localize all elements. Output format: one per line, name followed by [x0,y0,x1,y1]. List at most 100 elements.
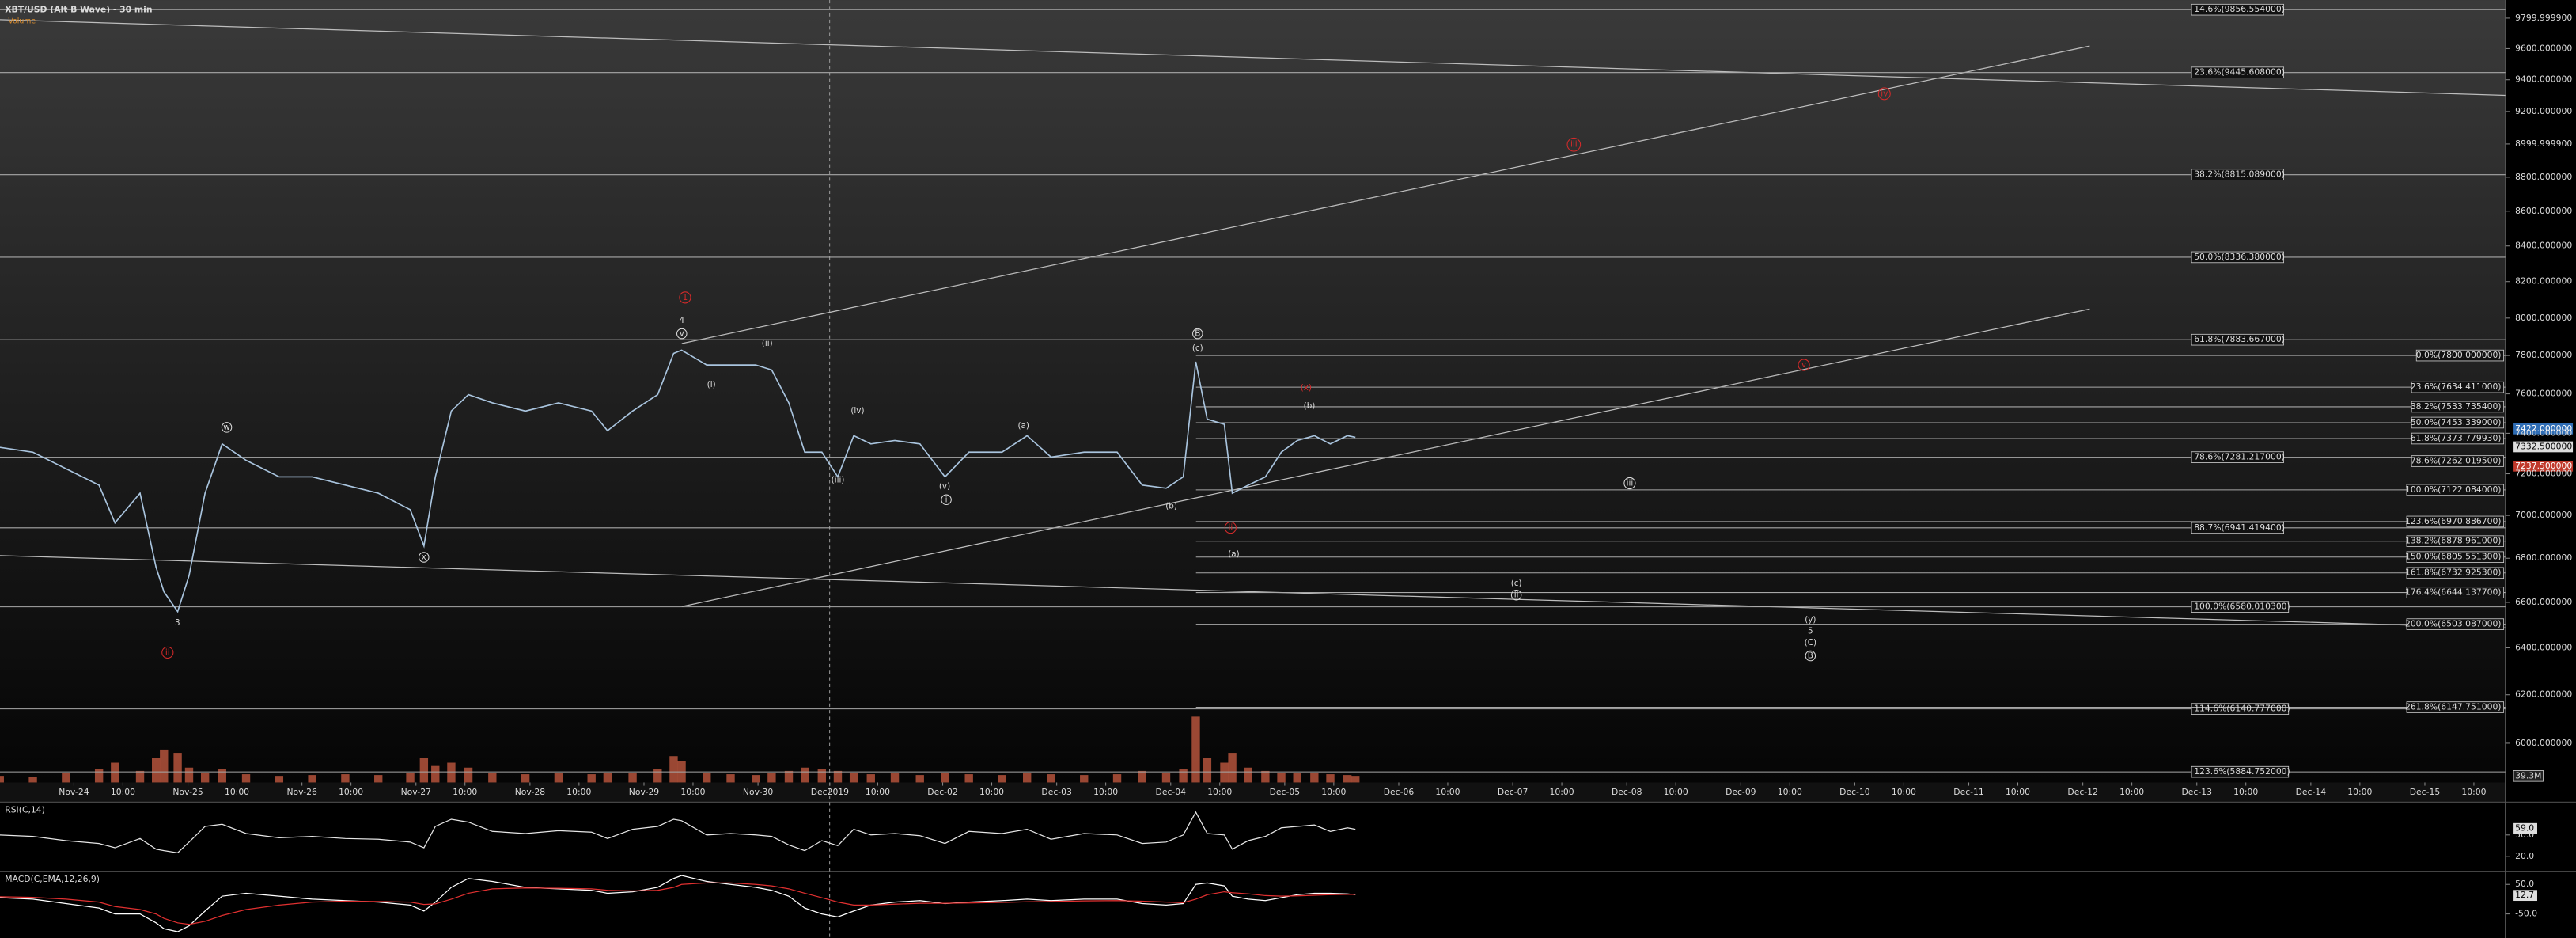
chart-subtitle: Volume [8,17,36,26]
indicator-line [0,811,1356,853]
y-tick-label: 20.0 [2515,851,2534,861]
y-tick-label: 8800.000000 [2515,172,2572,182]
wave-label: (ii) [762,339,773,348]
y-tick-label: 7600.000000 [2515,389,2572,399]
wave-label: ii [1514,591,1519,600]
x-tick-label: 10:00 [1892,787,1916,797]
x-tick-label: Dec-14 [2296,787,2327,797]
wave-label: iii [1570,140,1578,150]
main-panel [0,0,2506,783]
x-tick-label: Nov-29 [629,787,660,797]
wave-ring [1805,650,1816,662]
x-tick-label: Dec-11 [1953,787,1983,797]
wave-ring [1798,359,1810,371]
volume-bar [1047,774,1055,783]
fib-label: 100.0%(7122.084000) [2405,484,2502,495]
wave-ring [1566,137,1582,152]
volume-bar [603,772,612,783]
fib-label-box [2411,381,2505,393]
x-tick-label: 10:00 [1664,787,1688,797]
value-tag-label: 12.7 [2515,890,2534,900]
x-tick-label: Nov-24 [59,787,89,797]
y-tick-label: 8600.000000 [2515,206,2572,216]
volume-bar [447,762,456,783]
x-tick-label: Dec-13 [2182,787,2212,797]
fib-label: 138.2%(6878.961000) [2405,536,2502,546]
x-tick-label: Dec-02 [927,787,957,797]
volume-bar [554,773,563,783]
wave-label: (y) [1805,615,1816,625]
wave-label: B [1808,651,1813,661]
x-tick-label: Dec-06 [1384,787,1415,797]
wave-ring [1224,522,1237,534]
x-tick-label: 10:00 [1321,787,1346,797]
x-tick-label: Nov-27 [401,787,431,797]
value-tag-label: 59.0 [2515,823,2534,834]
volume-bar [1244,767,1252,783]
indicator-line [0,875,1356,932]
wave-label: v [680,329,684,339]
y-tick-label: 9400.000000 [2515,74,2572,85]
volume-tag [2513,770,2544,782]
fib-label: 100.0%(6580.010300) [2194,602,2290,612]
y-tick-label: 7200.000000 [2515,469,2572,479]
x-tick-label: 10:00 [2006,787,2030,797]
fib-label-box [2406,535,2505,547]
x-tick-label: 10:00 [2120,787,2144,797]
x-tick-label: Nov-25 [172,787,203,797]
wave-ring [1510,589,1522,601]
fib-label-box [2415,349,2505,362]
y-tick-label: 7000.000000 [2515,510,2572,520]
fib-label-box [2191,601,2290,613]
volume-bar [135,770,145,783]
fib-label-box [2191,451,2285,463]
x-tick-label: 10:00 [1435,787,1460,797]
fib-label: 150.0%(6805.551300) [2405,552,2502,562]
volume-bar [374,775,383,783]
volume-bar [1277,772,1286,783]
fib-label: 176.4%(6644.137700) [2405,587,2502,598]
fib-label-box [2406,567,2505,579]
wave-label: (v) [939,482,950,492]
volume-bar [1261,770,1270,783]
x-tick-label: 10:00 [2233,787,2258,797]
wave-label: w [223,423,230,432]
y-tick-label: 6800.000000 [2515,553,2572,563]
volume-bar [587,774,596,783]
fib-label: 23.6%(7634.411000) [2411,382,2502,392]
fib-label-box [2406,701,2505,713]
wave-labels: 4 v (ii) (i) (iv) (iii) (a) (v) i w x 3 … [161,87,1891,662]
fib-label: 14.6%(9856.554000) [2194,4,2285,14]
y-tick-label: 9600.000000 [2515,43,2572,53]
volume-bar [406,772,415,783]
volume-bar [275,776,284,783]
x-tick-label: 10:00 [225,787,249,797]
fib-label-box [2191,66,2285,78]
x-tick-label: Dec-03 [1041,787,1071,797]
wave-label: iv [1881,89,1888,98]
volume-bar [464,767,473,783]
wave-label: (C) [1805,638,1816,647]
fib-label-box [2406,587,2505,598]
x-tick-label: Dec2019 [811,787,849,797]
marks [0,3,2574,932]
x-tick-label: Nov-26 [286,787,317,797]
wave-label: (a) [1228,549,1239,559]
volume-bar [866,774,875,783]
wave-label: v [1801,360,1806,370]
x-tick-label: Dec-09 [1726,787,1756,797]
y-tick-label: 8200.000000 [2515,276,2572,287]
wave-ring [941,494,952,506]
trend-line [0,19,2506,97]
volume-bar [628,773,637,783]
wave-label: i [945,495,948,504]
fib-label-box [2411,432,2505,445]
fib-label-box [2191,3,2285,16]
y-tick-label: 6200.000000 [2515,689,2572,700]
wave-label: (i) [707,380,716,389]
volume-bar [419,758,429,783]
volume-bar [1023,773,1032,783]
x-tick-label: Dec-08 [1612,787,1642,797]
volume-bar [152,758,161,783]
volume-bar [669,756,678,783]
